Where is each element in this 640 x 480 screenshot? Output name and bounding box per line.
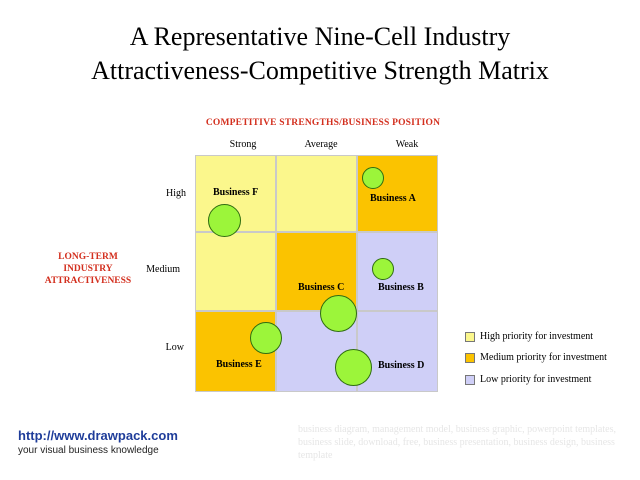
y-axis-title: LONG-TERM INDUSTRY ATTRACTIVENESS	[28, 251, 148, 287]
cell-medium-strong	[195, 232, 276, 311]
legend-label-medium: Medium priority for investment	[480, 352, 607, 363]
column-label-average: Average	[304, 139, 338, 150]
tagline: your visual business knowledge	[18, 445, 159, 456]
legend-swatch-medium	[465, 353, 475, 363]
business-e-label: Business E	[216, 359, 262, 370]
y-axis-title-line: INDUSTRY	[63, 264, 113, 274]
y-axis-title-line: LONG-TERM	[58, 252, 118, 262]
y-axis-title-line: ATTRACTIVENESS	[44, 276, 132, 286]
nine-cell-matrix: Business F Business A Business C Busines…	[195, 155, 438, 392]
column-label-weak: Weak	[395, 139, 419, 150]
business-f-bubble	[208, 204, 241, 237]
legend-swatch-high	[465, 332, 475, 342]
business-c-bubble	[320, 295, 357, 332]
business-d-label: Business D	[378, 360, 425, 371]
business-b-bubble	[372, 258, 394, 280]
watermark-text: business diagram, management model, busi…	[298, 424, 616, 461]
x-axis-title: COMPETITIVE STRENGTHS/BUSINESS POSITION	[205, 118, 441, 128]
cell-high-average	[276, 155, 357, 232]
business-d-bubble	[335, 349, 372, 386]
business-c-label: Business C	[298, 282, 345, 293]
legend-label-low: Low priority for investment	[480, 374, 592, 385]
title-line-2: Attractiveness-Competitive Strength Matr…	[91, 56, 549, 85]
row-label-medium: Medium	[146, 264, 180, 275]
business-b-label: Business B	[378, 282, 424, 293]
legend-label-high: High priority for investment	[480, 331, 594, 342]
business-e-bubble	[250, 322, 282, 354]
row-label-high: High	[166, 188, 186, 199]
row-label-low: Low	[165, 342, 184, 353]
business-a-label: Business A	[370, 193, 416, 204]
business-a-bubble	[362, 167, 384, 189]
column-label-strong: Strong	[229, 139, 257, 150]
cell-low-weak	[357, 311, 438, 392]
legend-swatch-low	[465, 375, 475, 385]
business-f-label: Business F	[213, 187, 259, 198]
website-link[interactable]: http://www.drawpack.com	[18, 428, 178, 443]
title-line-1: A Representative Nine-Cell Industry	[129, 22, 511, 51]
cell-medium-weak	[357, 232, 438, 311]
